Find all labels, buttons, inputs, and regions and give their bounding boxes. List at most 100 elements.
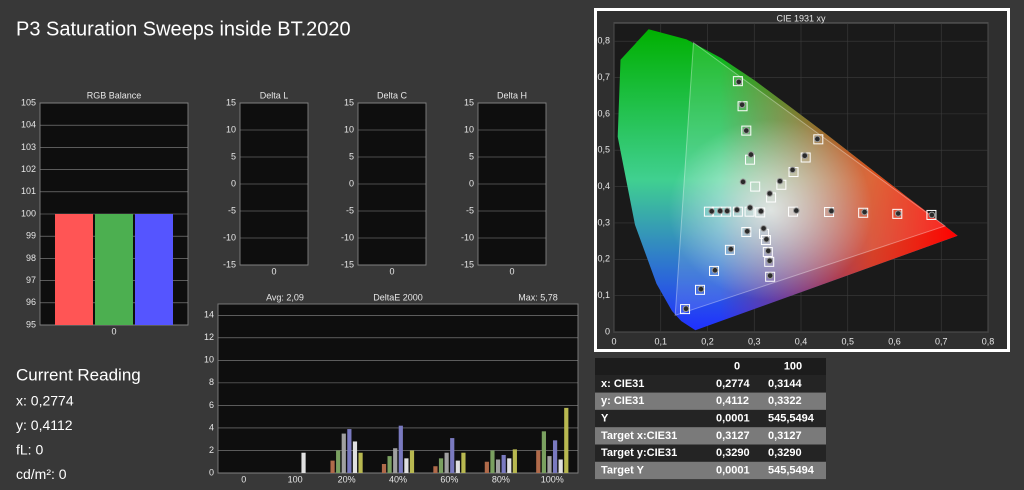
bar <box>341 433 346 473</box>
measured-point <box>738 101 746 109</box>
x-tick-label: 0,3 <box>748 336 761 346</box>
table-cell: 0,3127 <box>768 430 802 442</box>
bar <box>536 450 541 473</box>
bar <box>564 407 569 473</box>
bar <box>495 459 501 473</box>
bar <box>409 450 415 473</box>
bar <box>444 452 449 473</box>
bar <box>547 456 552 473</box>
table-cell: 0,3127 <box>716 430 750 442</box>
y-tick-label: -15 <box>341 259 354 269</box>
table-cell: y: CIE31 <box>601 395 644 407</box>
x-tick-label: 0 <box>611 336 616 346</box>
y-tick-label: 5 <box>231 151 236 161</box>
x-tick-label: 0 <box>241 474 246 484</box>
cie-locus <box>617 29 958 331</box>
bar <box>55 214 93 325</box>
y-tick-label: 2 <box>209 445 214 455</box>
table-row <box>595 444 826 462</box>
table-header: 0 <box>734 361 740 373</box>
bar <box>95 214 133 325</box>
y-tick-label: -15 <box>461 259 474 269</box>
table-cell: Target Y <box>601 464 645 476</box>
y-tick-label: 0,2 <box>597 254 610 264</box>
bar <box>381 463 387 473</box>
x-tick-label: 0 <box>271 266 276 276</box>
table-row <box>595 409 826 428</box>
table-cell: 0,3290 <box>768 447 802 459</box>
table-cell: 0,4112 <box>716 395 749 407</box>
y-tick-label: 6 <box>209 400 214 410</box>
bar <box>336 450 341 473</box>
measured-point <box>708 208 716 215</box>
measured-point <box>776 177 784 185</box>
target-point <box>813 134 824 145</box>
x-tick-label: 0,6 <box>888 336 901 346</box>
measured-point <box>766 272 774 279</box>
y-tick-label: 0,5 <box>597 145 610 155</box>
measured-point <box>789 166 796 174</box>
measured-point <box>928 211 936 219</box>
measured-point <box>747 151 755 158</box>
annotation: Max: 5,78 <box>518 292 558 302</box>
table-cell: 0,3144 <box>768 378 803 390</box>
y-tick-label: 97 <box>26 275 36 285</box>
measured-point <box>711 266 719 274</box>
y-tick-label: -5 <box>466 205 474 215</box>
target-point <box>741 227 752 238</box>
target-point <box>762 247 773 258</box>
y-tick-label: 10 <box>204 355 214 365</box>
target-point <box>680 304 691 315</box>
reading-line: cd/m²: 0 <box>16 466 67 482</box>
table-cell: 545,5494 <box>768 464 815 476</box>
measured-point <box>814 135 821 143</box>
bar <box>330 460 335 473</box>
y-tick-label: -10 <box>341 232 354 242</box>
reading-line: fL: 0 <box>16 442 43 458</box>
target-point <box>741 125 752 136</box>
reading-line: x: 0,2774 <box>16 393 74 409</box>
measured-point <box>828 207 835 215</box>
measured-point <box>801 152 809 159</box>
y-tick-label: -15 <box>223 259 236 269</box>
y-tick-label: 101 <box>21 186 36 196</box>
target-point <box>755 207 766 218</box>
annotation: Avg: 2,09 <box>266 292 304 302</box>
x-tick-label: 100 <box>288 474 303 484</box>
x-tick-label: 0,4 <box>795 336 808 346</box>
y-tick-label: 5 <box>469 151 474 161</box>
y-tick-label: -10 <box>223 232 236 242</box>
target-point <box>760 235 771 246</box>
table-header: 100 <box>784 361 802 373</box>
page-title: P3 Saturation Sweeps inside BT.2020 <box>16 18 351 40</box>
bar <box>404 458 409 473</box>
target-point <box>750 181 761 192</box>
target-point <box>926 209 937 220</box>
measured-point <box>735 78 743 86</box>
measured-point <box>757 207 765 215</box>
target-point <box>695 284 706 295</box>
table-cell: Target y:CIE31 <box>601 447 677 459</box>
y-tick-label: 103 <box>21 142 36 152</box>
bar <box>347 429 352 473</box>
measured-point <box>766 190 773 197</box>
y-tick-label: 5 <box>349 151 354 161</box>
y-tick-label: 10 <box>344 124 354 134</box>
measured-point <box>766 257 773 265</box>
table-row <box>595 461 826 480</box>
chart-title: Delta C <box>377 90 408 100</box>
measured-point <box>743 228 751 235</box>
bar <box>398 425 403 473</box>
target-point <box>764 256 775 267</box>
bar <box>501 454 506 473</box>
y-tick-label: 105 <box>21 97 36 107</box>
plot-area <box>217 303 579 474</box>
table-cell: Y <box>601 412 609 424</box>
bar <box>438 458 444 473</box>
measured-point <box>793 207 800 214</box>
x-tick-label: 0,7 <box>935 336 948 346</box>
measured-point <box>716 207 724 215</box>
